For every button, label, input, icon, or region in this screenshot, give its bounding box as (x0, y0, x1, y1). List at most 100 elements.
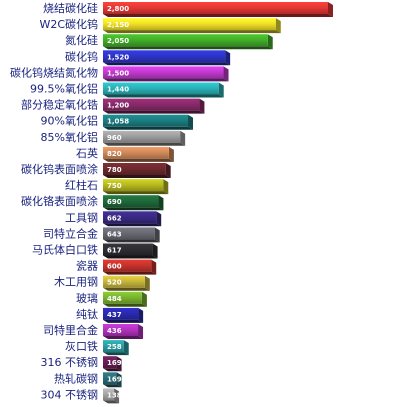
bar-bottom (103, 319, 144, 323)
bar-bottom (103, 223, 162, 227)
bar-front (103, 291, 142, 304)
bar-side (116, 372, 122, 388)
bar-bottom (103, 46, 273, 50)
value-label: 2,150 (107, 21, 129, 29)
value-label: 138 (107, 391, 122, 399)
value-label: 169 (107, 375, 122, 383)
bar: 1,058 (103, 114, 194, 130)
category-label: 红柱石 (65, 178, 98, 192)
bar-side (158, 195, 164, 211)
bar-bottom (103, 352, 129, 356)
bar-front (103, 307, 139, 320)
bar-front (103, 340, 124, 353)
category-label: 304 不锈钢 (41, 388, 99, 401)
category-label: 瓷器 (76, 259, 98, 273)
bar-front (103, 372, 117, 385)
bar-side (151, 259, 157, 275)
bar: 820 (103, 146, 174, 162)
bar-front (103, 195, 159, 208)
bar-side (180, 130, 186, 146)
bar-bottom (103, 110, 205, 114)
bar-bottom (103, 30, 281, 34)
bar-side (114, 388, 120, 404)
category-label: 碳化钨表面喷涂 (21, 162, 98, 176)
value-label: 484 (107, 295, 122, 303)
bar-bottom (103, 94, 224, 98)
value-label: 617 (107, 247, 122, 255)
category-label: 纯钛 (76, 307, 98, 321)
category-label: 烧结碳化硅 (43, 1, 98, 15)
category-label: 90%氧化铝 (41, 114, 98, 128)
bar: 1,520 (103, 50, 231, 66)
bar-side (123, 340, 129, 356)
bar-front (103, 211, 157, 224)
bar-bottom (103, 384, 122, 388)
value-label: 1,500 (107, 69, 129, 77)
bar: 600 (103, 259, 157, 275)
bar-side (267, 34, 273, 50)
bar-front (103, 243, 153, 256)
bar-front (103, 82, 219, 95)
bar-side (138, 324, 144, 339)
value-label: 1,058 (107, 118, 129, 126)
bar-front (103, 50, 226, 63)
bar-bottom (103, 303, 147, 307)
bar: 1,200 (103, 98, 205, 114)
value-label: 1,200 (107, 102, 129, 110)
bar: 617 (103, 243, 158, 259)
bar-front (103, 98, 200, 111)
bar-bottom (103, 14, 333, 17)
value-label: 436 (107, 327, 122, 335)
bar-front (103, 66, 224, 79)
bar: 436 (103, 324, 144, 339)
bar: 520 (103, 275, 150, 291)
bar-front (103, 179, 164, 192)
bar-side (168, 146, 174, 162)
value-label: 600 (107, 263, 122, 271)
bar-side (275, 18, 281, 34)
bar-side (141, 291, 147, 307)
value-label: 643 (107, 230, 122, 238)
category-label: 马氏体白口铁 (32, 243, 98, 257)
category-label: 热轧碳钢 (54, 371, 98, 385)
value-label: 258 (107, 343, 122, 351)
category-label: W2C碳化钨 (39, 17, 98, 31)
category-label: 316 不锈钢 (41, 356, 99, 369)
bar: 750 (103, 179, 169, 195)
bar: 2,050 (103, 34, 273, 50)
bar-bottom (103, 62, 231, 66)
bar-side (223, 66, 229, 82)
bar-side (152, 243, 158, 259)
bar-front (103, 388, 115, 401)
bar-side (328, 2, 333, 17)
category-label: 石英 (76, 146, 98, 160)
bar-front (103, 227, 155, 240)
bar-front (103, 259, 152, 272)
category-label: 部分稳定氧化锆 (21, 98, 98, 112)
value-label: 780 (107, 166, 122, 174)
bar-front (103, 146, 169, 159)
bar: 662 (103, 211, 162, 227)
bar-bottom (103, 400, 120, 404)
bar: 2,150 (103, 18, 281, 34)
category-label: 99.5%氧化铝 (30, 82, 98, 96)
bar: 643 (103, 227, 160, 243)
bar-bottom (103, 175, 171, 178)
bar: 169 (103, 372, 122, 388)
category-label: 玻璃 (76, 291, 98, 305)
bar-front (103, 324, 139, 336)
value-label: 437 (107, 311, 122, 319)
value-label: 1,520 (107, 53, 129, 61)
bar-front (103, 34, 268, 47)
bar-front (103, 114, 189, 127)
bars: 2,800 2,150 2,050 1,520 1,500 1,440 1,200 1,058… (103, 2, 333, 404)
bar-bottom (103, 191, 169, 195)
bar-bottom (103, 142, 186, 146)
bar-bottom (103, 271, 157, 275)
category-label: 司特立合金 (43, 226, 98, 240)
value-label: 960 (107, 134, 122, 142)
bar-side (188, 114, 194, 130)
bar-side (225, 50, 231, 66)
category-label: 碳化钨烧结氮化物 (10, 65, 98, 79)
bar-bottom (103, 287, 150, 291)
